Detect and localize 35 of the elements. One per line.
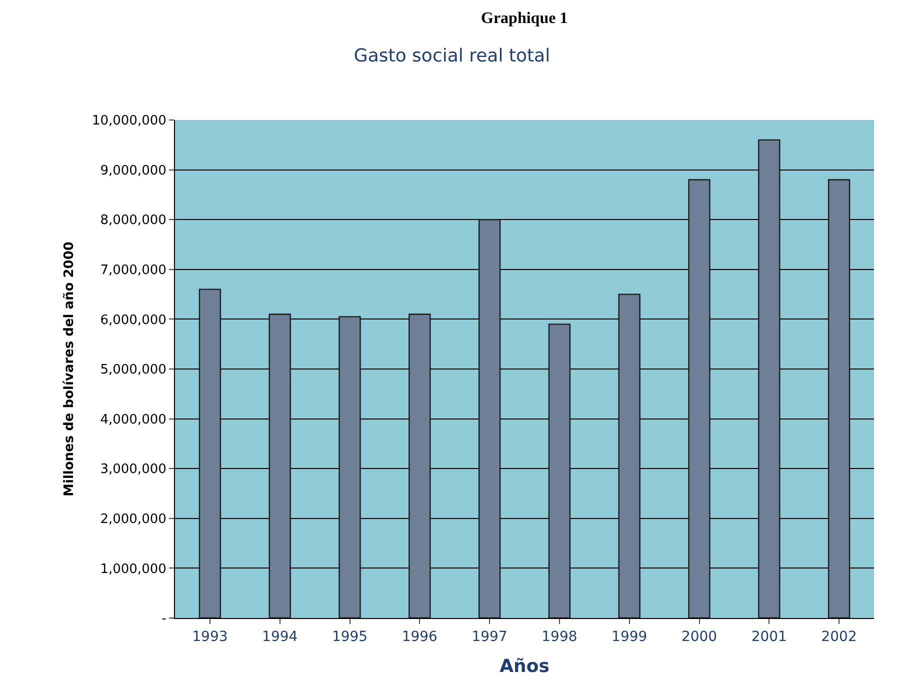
y-tick-label: - [162, 612, 167, 627]
chart-title: Gasto social real total [354, 45, 550, 66]
y-tick-label: 10,000,000 [92, 114, 166, 129]
x-tick-label: 1998 [542, 628, 578, 645]
y-tick-label: 6,000,000 [100, 312, 166, 328]
bar [548, 324, 571, 618]
bar [828, 179, 850, 618]
y-tick-label: 7,000,000 [100, 262, 166, 278]
y-tick-label: 9,000,000 [100, 163, 166, 178]
x-tick-label: 1997 [472, 628, 508, 645]
y-axis-title: Millones de bolívares del año 2000 [62, 242, 77, 496]
y-tick-label: 3,000,000 [100, 462, 166, 478]
bar [688, 179, 710, 618]
y-tick-label: 5,000,000 [100, 362, 166, 378]
bar [338, 316, 361, 618]
bar [408, 314, 431, 618]
bar [758, 139, 780, 618]
text: Graphique 1 [481, 10, 568, 27]
bar [198, 288, 222, 618]
x-tick-label: 1994 [262, 628, 298, 645]
x-tick-label: 1993 [192, 628, 228, 645]
x-tick-label: 2001 [751, 628, 787, 645]
y-tick-label: 4,000,000 [100, 412, 166, 428]
y-tick-label: 8,000,000 [100, 213, 166, 228]
x-tick-label: 1996 [402, 628, 438, 645]
bar [268, 314, 291, 618]
x-tick-label: 1995 [332, 628, 368, 645]
x-tick-label: 1999 [612, 628, 648, 645]
bar [478, 219, 501, 618]
bar [618, 294, 640, 618]
x-tick-label: 2002 [821, 628, 857, 645]
x-tick-label: 2000 [681, 628, 718, 645]
y-tick-label: 2,000,000 [100, 512, 166, 527]
y-tick-label: 1,000,000 [100, 562, 166, 577]
x-axis-title: Años [500, 656, 550, 677]
